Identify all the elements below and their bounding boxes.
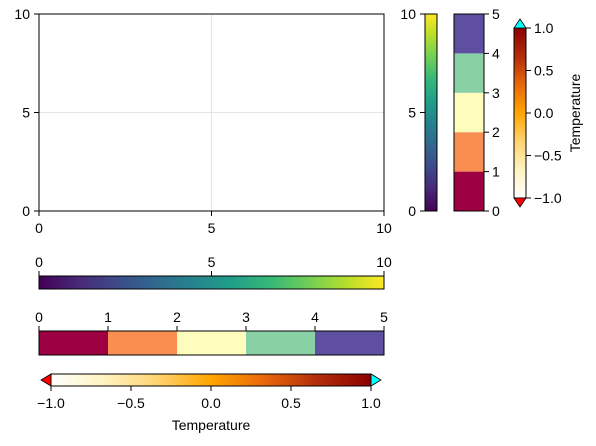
spectral-vbar-segment	[454, 53, 484, 93]
spectral-hbar-tick-label: 0	[35, 309, 43, 325]
spectral-hbar-tick-label: 2	[173, 309, 181, 325]
spectral-hbar-segment	[108, 331, 177, 355]
heat-vbar-label: Temperature	[567, 73, 583, 152]
spectral-vbar-tick-label: 1	[492, 164, 500, 180]
spectral-vbar-tick-label: 3	[492, 85, 500, 101]
heat-vbar-lowclip-triangle	[513, 197, 527, 208]
spectral-vbar-tick-label: 0	[492, 203, 500, 219]
heat-hbar-gradient	[51, 374, 371, 386]
viridis-hbar-tick-label: 10	[376, 254, 392, 270]
spectral-hbar-segment	[177, 331, 246, 355]
heat-hbar-label: Temperature	[172, 417, 251, 433]
spectral-hbar-tick-label: 1	[104, 309, 112, 325]
spectral-hbar-segment	[39, 331, 108, 355]
x-tick-label: 5	[208, 220, 216, 236]
spectral-hbar-tick-label: 5	[380, 309, 388, 325]
y-tick-label: 0	[22, 203, 30, 219]
spectral-hbar-segment	[315, 331, 384, 355]
spectral-vbar-tick-label: 5	[492, 6, 500, 22]
spectral-vbar-segment	[454, 14, 484, 54]
heat-vbar-gradient	[514, 28, 526, 198]
spectral-hbar-frame	[38, 330, 385, 356]
y-tick-label: 5	[22, 105, 30, 121]
heat-hbar-tick-label: 0.0	[201, 395, 221, 411]
heat-vbar-tick-label: 1.0	[534, 20, 554, 36]
viridis-hbar-tick-label: 0	[35, 254, 43, 270]
heat-hbar-tick-label: −1.0	[37, 395, 65, 411]
heat-hbar-tick-label: −0.5	[117, 395, 145, 411]
spectral-vbar-segment	[454, 92, 484, 133]
viridis-hbar-tick-label: 5	[208, 254, 216, 270]
heat-vbar-tick-label: 0.0	[534, 105, 554, 121]
spectral-vbar-tick-label: 4	[492, 45, 500, 61]
spectral-hbar-tick-label: 3	[242, 309, 250, 325]
viridis-vbar-tick-label: 10	[400, 6, 416, 22]
y-tick-label: 10	[14, 6, 30, 22]
viridis-vbar-gradient	[425, 14, 437, 211]
viridis-vbar-tick-label: 0	[408, 203, 416, 219]
spectral-vbar-segment	[454, 132, 484, 172]
spectral-vbar-frame	[453, 13, 485, 212]
heat-hbar-highclip-triangle	[370, 373, 382, 387]
heat-vbar-tick-label: −1.0	[534, 190, 562, 206]
spectral-hbar-segment	[246, 331, 315, 355]
spectral-vbar-tick-label: 2	[492, 124, 500, 140]
viridis-vbar-tick-label: 5	[408, 105, 416, 121]
heat-vbar-highclip-triangle	[513, 18, 527, 29]
heat-hbar-tick-label: 1.0	[361, 395, 381, 411]
heat-vbar-tick-label: −0.5	[534, 148, 562, 164]
viridis-hbar-gradient	[39, 276, 384, 289]
spectral-hbar-tick-label: 4	[311, 309, 319, 325]
heat-vbar-tick-label: 0.5	[534, 63, 554, 79]
heat-hbar-lowclip-triangle	[40, 373, 52, 387]
heat-hbar-tick-label: 0.5	[281, 395, 301, 411]
spectral-vbar-segment	[454, 171, 484, 211]
x-tick-label: 10	[376, 220, 392, 236]
x-tick-label: 0	[35, 220, 43, 236]
